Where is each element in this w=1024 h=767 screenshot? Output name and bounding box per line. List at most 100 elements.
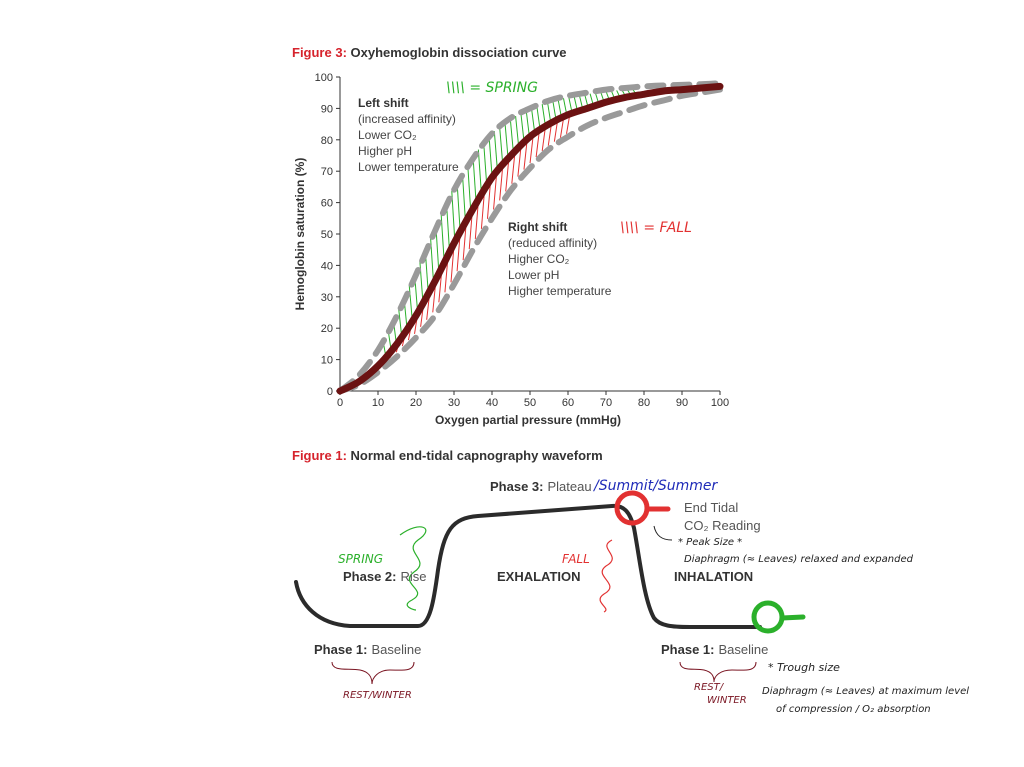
- x-tick-label: 50: [524, 397, 536, 409]
- fall-hatch-line: [523, 141, 528, 170]
- spring-hatch-line: [541, 104, 546, 125]
- phase1-bold: Phase 1:: [661, 642, 714, 657]
- spring-hatch-line: [589, 93, 594, 105]
- y-tick-label: 10: [321, 355, 333, 367]
- peak-pointer: [653, 525, 673, 541]
- spring-hatch-line: [584, 94, 589, 107]
- fall-hatch-line: [535, 132, 540, 158]
- phase3-bold: Phase 3:: [490, 479, 543, 494]
- x-tick-label: 0: [337, 397, 343, 409]
- fall-hatch-line: [559, 118, 564, 138]
- fall-hatch-line: [493, 174, 498, 210]
- spring-hatch-line: [456, 181, 461, 231]
- fall-hatch-line: [480, 191, 485, 229]
- spring-hatch-line: [509, 118, 514, 152]
- fall-hatch-line: [517, 147, 522, 177]
- x-tick-label: 80: [638, 397, 650, 409]
- y-tick-label: 0: [327, 386, 333, 398]
- y-tick-label: 30: [321, 292, 333, 304]
- spring-hatch-line: [594, 92, 599, 103]
- spring-hatch-line: [493, 131, 498, 170]
- trough-marker: [751, 600, 785, 634]
- phase2-bold: Phase 2:: [343, 569, 396, 584]
- right-shift-line: Lower pH: [508, 268, 559, 282]
- phase2-rest: Rise: [400, 569, 426, 584]
- trough-marker-tail: [779, 614, 806, 621]
- fall-hatch-line: [468, 212, 473, 250]
- figure1-title: Figure 1: Normal end-tidal capnography w…: [292, 448, 603, 463]
- y-axis-title: Hemoglobin saturation (%): [293, 158, 307, 311]
- y-tick-label: 40: [321, 260, 333, 272]
- left-shift-line: Lower CO₂: [358, 128, 417, 142]
- y-tick-label: 90: [321, 103, 333, 115]
- fall-hatch-note: \\\\ = FALL: [620, 220, 692, 236]
- y-tick-label: 100: [315, 72, 333, 84]
- figure1-title-lead: Figure 1:: [292, 448, 347, 463]
- y-tick-label: 50: [321, 229, 333, 241]
- y-tick-label: 60: [321, 198, 333, 210]
- spring-hatch-line: [477, 149, 482, 194]
- peak-note-line2: Diaphragm (≈ Leaves) relaxed and expande…: [684, 554, 914, 565]
- phase3-label: Phase 3: Plateau: [490, 479, 592, 494]
- left-shift-line: Lower temperature: [358, 160, 459, 174]
- y-tick-label: 70: [321, 166, 333, 178]
- fall-hatch-line: [474, 202, 479, 239]
- spring-hatch-line: [472, 156, 477, 202]
- y-tick-label: 20: [321, 323, 333, 335]
- end-tidal-line2: CO₂ Reading: [684, 518, 761, 533]
- spring-hatch-line: [568, 97, 573, 112]
- figure3-title-lead: Figure 3:: [292, 45, 347, 60]
- spring-hatch-line: [520, 113, 525, 141]
- spring-squiggle: [399, 526, 427, 611]
- fall-hatch-line: [511, 153, 516, 184]
- main-curve: [336, 82, 724, 395]
- fall-hatch-line: [541, 128, 546, 152]
- x-tick-label: 20: [410, 397, 422, 409]
- exhalation-label: EXHALATION: [497, 569, 581, 584]
- spring-hatch-line: [557, 99, 562, 117]
- rest-brace-right: [679, 661, 757, 683]
- left-shift-line: (increased affinity): [358, 112, 456, 126]
- capnography-waveform: [294, 503, 762, 629]
- rest-winter-right-1: REST/: [694, 682, 725, 693]
- fall-hatch-line: [462, 223, 467, 261]
- fall-hatch-line: [553, 121, 558, 142]
- trough-note-line1: * Trough size: [768, 661, 840, 674]
- spring-hatch-line: [573, 96, 578, 110]
- right-shift-line: Higher temperature: [508, 284, 612, 298]
- spring-hatch-line: [429, 236, 434, 282]
- phase1-rest: Baseline: [718, 642, 768, 657]
- figure1-title-text: Normal end-tidal capnography waveform: [350, 448, 603, 463]
- spring-hatch-line: [525, 110, 530, 136]
- spring-hatch-line: [504, 122, 509, 158]
- x-axis-title: Oxygen partial pressure (mmHg): [435, 413, 621, 427]
- phase1-right-label: Phase 1: Baseline: [661, 642, 768, 657]
- left-shift-line: Higher pH: [358, 144, 412, 158]
- phase2-label: Phase 2: Rise: [343, 569, 427, 584]
- rest-brace-left: [331, 661, 415, 685]
- phase1-left-label: Phase 1: Baseline: [314, 642, 421, 657]
- end-tidal-line1: End Tidal: [684, 500, 738, 515]
- spring-hatch-line: [515, 116, 520, 147]
- phase1-rest: Baseline: [371, 642, 421, 657]
- fall-hatch-line: [499, 167, 504, 201]
- peak-note-line1: * Peak Size *: [678, 537, 742, 548]
- spring-hatch-line: [578, 95, 583, 109]
- summit-note: /Summit/Summer: [592, 478, 718, 494]
- x-tick-label: 40: [486, 397, 498, 409]
- fall-hatch-line: [456, 234, 461, 272]
- spring-hatch-line: [461, 173, 466, 221]
- spring-hatch-line: [531, 108, 536, 132]
- right-shift-curve: [337, 86, 723, 394]
- spring-hatch-line: [499, 126, 504, 164]
- x-tick-label: 10: [372, 397, 384, 409]
- left-shift-heading: Left shift: [358, 96, 409, 110]
- x-tick-label: 60: [562, 397, 574, 409]
- rest-winter-left: REST/WINTER: [343, 690, 412, 701]
- phase3-rest: Plateau: [547, 479, 591, 494]
- spring-hatch-line: [483, 142, 488, 185]
- x-tick-label: 30: [448, 397, 460, 409]
- inhalation-label: INHALATION: [674, 569, 753, 584]
